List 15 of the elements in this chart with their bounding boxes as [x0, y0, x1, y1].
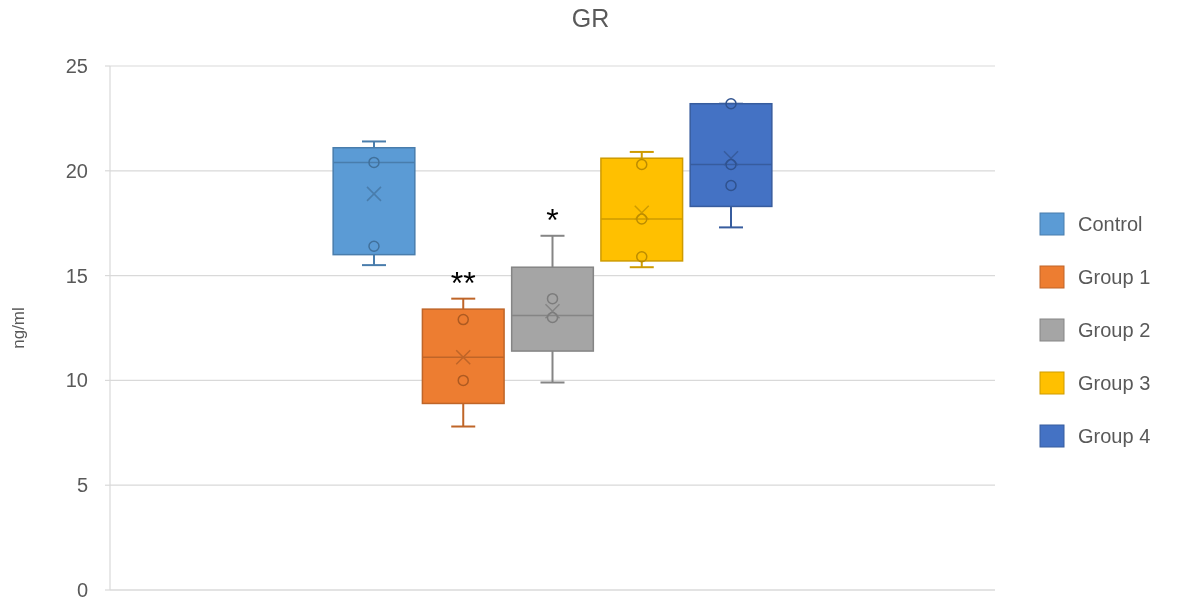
y-tick-label: 5	[76, 474, 88, 497]
y-tick-label: 25	[65, 55, 88, 77]
y-axis-title: ng/ml	[8, 307, 28, 349]
annotation: **	[450, 265, 476, 302]
legend-label: Group 1	[1078, 266, 1151, 288]
legend-label: Group 4	[1078, 425, 1151, 447]
y-tick-label: 15	[65, 264, 88, 287]
chart-title: GR	[571, 4, 610, 32]
y-tick-label: 0	[76, 579, 88, 601]
y-tick-label: 10	[65, 369, 88, 392]
legend-label: Group 2	[1078, 319, 1151, 341]
legend-label: Group 3	[1078, 372, 1151, 394]
annotation: *	[546, 202, 559, 239]
y-tick-label: 20	[65, 159, 88, 182]
legend-label: Control	[1078, 213, 1143, 235]
